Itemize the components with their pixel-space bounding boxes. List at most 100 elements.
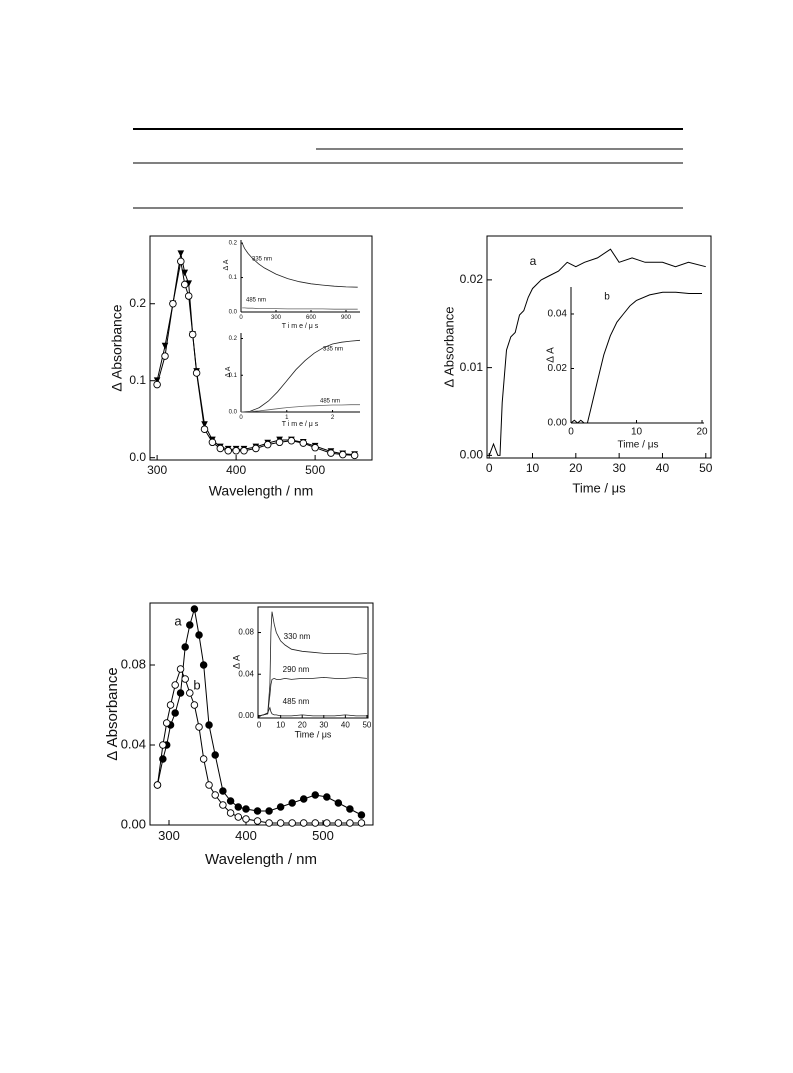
data-marker: [181, 675, 189, 683]
y-tick-label: 0.00: [238, 711, 254, 720]
data-marker: [192, 369, 201, 377]
data-marker: [188, 330, 197, 339]
data-marker: [350, 451, 359, 460]
data-marker: [327, 449, 335, 457]
y-tick-label: 0.2: [129, 296, 146, 310]
series-label: 335 nm: [252, 257, 272, 263]
data-marker: [205, 721, 213, 729]
x-tick-label: 0: [257, 720, 262, 729]
plot-frame: [149, 602, 374, 826]
y-axis-label: Δ A: [546, 347, 557, 363]
x-axis-label: Time / μs: [618, 440, 659, 451]
data-marker: [176, 665, 185, 673]
series-line: [240, 339, 361, 413]
plot-frame: [149, 235, 373, 461]
data-marker: [357, 811, 366, 819]
x-tick-label: 300: [271, 315, 282, 321]
x-tick-label: 1: [285, 415, 289, 421]
series-line: [259, 676, 367, 717]
x-tick-label: 600: [306, 315, 317, 321]
y-tick-label: 0.01: [460, 360, 484, 374]
series-line: [259, 611, 367, 717]
x-axis-label: Time / μs: [295, 729, 332, 739]
x-tick-label: 0: [239, 415, 243, 421]
data-marker: [276, 803, 285, 811]
data-marker: [299, 819, 308, 827]
data-marker: [216, 444, 225, 453]
y-tick-label: 0.0: [229, 410, 238, 416]
y-axis-label: Δ Absorbance: [441, 307, 456, 388]
data-marker: [311, 819, 320, 827]
series-line: [570, 291, 702, 424]
y-tick-label: 0.2: [229, 241, 238, 247]
x-axis-label: Wavelength / nm: [205, 851, 317, 868]
data-marker: [177, 250, 185, 258]
series-label: 485 nm: [320, 399, 340, 405]
y-axis-label: Δ Absorbance: [109, 304, 125, 391]
y-tick-label: 0.04: [121, 736, 146, 751]
data-marker: [184, 292, 193, 300]
data-marker: [219, 787, 227, 795]
x-tick-label: 10: [526, 461, 540, 475]
data-marker: [288, 819, 296, 827]
data-marker: [190, 701, 199, 709]
data-marker: [346, 805, 354, 813]
data-marker: [171, 681, 179, 689]
data-marker: [166, 701, 175, 709]
data-marker: [162, 719, 171, 727]
x-tick-label: 500: [305, 463, 325, 477]
series-label: b: [604, 292, 610, 303]
data-marker: [195, 723, 203, 731]
series-label: 485 nm: [283, 697, 310, 706]
series-line: [240, 404, 360, 413]
data-marker: [334, 799, 343, 807]
x-tick-label: 10: [631, 427, 643, 438]
data-marker: [211, 791, 219, 799]
data-marker: [153, 380, 161, 389]
x-tick-label: 50: [362, 720, 371, 729]
x-tick-label: 500: [312, 828, 334, 843]
x-tick-label: 300: [147, 463, 167, 477]
series-line: [488, 248, 706, 456]
x-tick-label: 30: [612, 461, 626, 475]
data-marker: [224, 447, 232, 455]
x-axis-label: T i m e / μ s: [282, 323, 319, 330]
data-marker: [200, 425, 209, 433]
data-marker: [234, 803, 243, 811]
data-marker: [226, 797, 235, 805]
x-tick-label: 900: [341, 315, 352, 321]
data-marker: [199, 661, 208, 669]
x-tick-label: 40: [341, 720, 350, 729]
data-marker: [181, 269, 189, 277]
y-tick-label: 0.04: [238, 669, 254, 678]
data-marker: [242, 815, 250, 823]
y-axis-label: Δ A: [231, 655, 241, 669]
data-marker: [276, 819, 285, 827]
x-tick-label: 0: [486, 461, 493, 475]
y-tick-label: 0.02: [460, 272, 484, 286]
data-marker: [171, 709, 179, 717]
data-marker: [253, 817, 262, 825]
x-axis-label: Wavelength / nm: [209, 483, 314, 499]
data-marker: [195, 631, 203, 639]
y-axis-label: Δ Absorbance: [104, 667, 121, 760]
x-tick-label: 20: [298, 720, 307, 729]
y-tick-label: 0.1: [129, 373, 146, 387]
data-marker: [234, 813, 243, 821]
series-line: [241, 242, 358, 288]
data-marker: [199, 755, 208, 763]
data-marker: [265, 807, 273, 815]
series-line: [242, 307, 358, 310]
data-marker: [169, 299, 177, 308]
x-tick-label: 20: [696, 427, 708, 438]
y-tick-label: 0.08: [238, 628, 254, 637]
data-marker: [323, 793, 331, 801]
data-marker: [181, 643, 189, 651]
data-marker: [190, 605, 199, 613]
y-tick-label: 0.1: [229, 373, 238, 379]
data-marker: [205, 781, 213, 789]
series-label: a: [174, 613, 182, 628]
